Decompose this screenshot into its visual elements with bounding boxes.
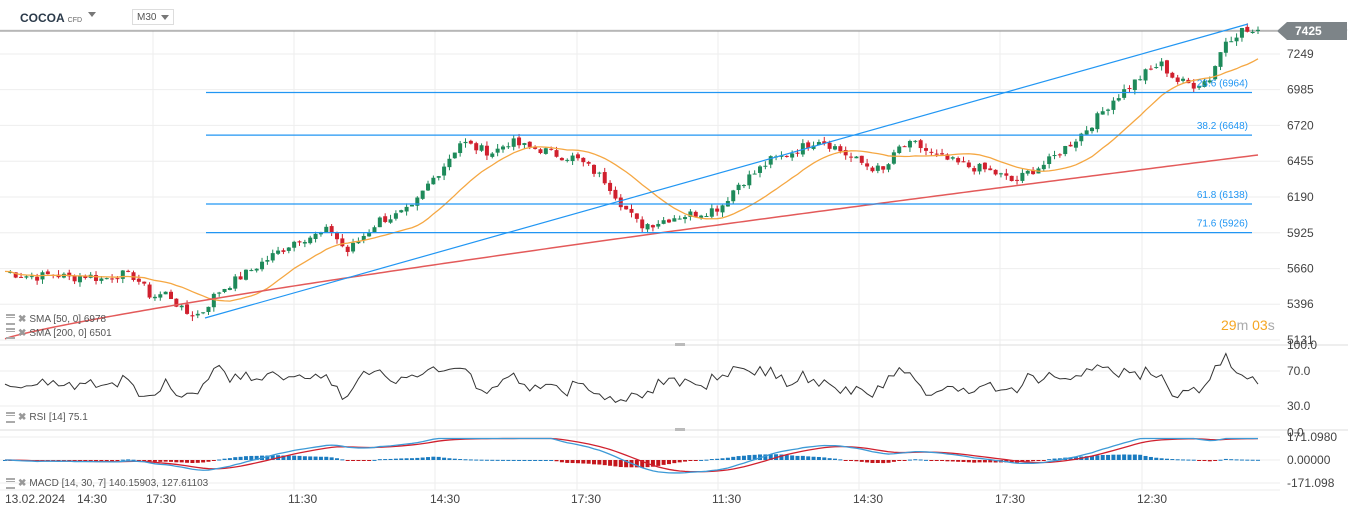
macd-axis-tick: 171.0980: [1287, 430, 1337, 444]
rsi-axis-tick: 0.0: [1287, 425, 1304, 439]
legend-rsi: ✖ RSI [14] 75.1: [6, 412, 88, 423]
legend-sma200: ✖ SMA [200, 0] 6501: [6, 328, 112, 339]
x-tick: 17:30: [571, 492, 602, 506]
symbol-dropdown-chevron-icon[interactable]: [88, 12, 96, 17]
x-tick: 17:30: [146, 492, 177, 506]
sma50-line: [4, 58, 1259, 302]
x-tick: 14:30: [853, 492, 884, 506]
fib-level-label: 61.8 (6138): [1197, 190, 1248, 201]
price-axis-tick: 6190: [1287, 190, 1314, 204]
symbol-type: CFD: [67, 17, 83, 24]
macd-histogram: [3, 454, 1260, 468]
pane-resize-handle[interactable]: [675, 343, 685, 346]
x-tick: 14:30: [77, 492, 108, 506]
timeframe-value: M30: [137, 12, 157, 23]
last-price: 7425: [1287, 22, 1347, 40]
x-tick: 12:30: [1137, 492, 1168, 506]
price-axis-tick: 6985: [1287, 83, 1314, 97]
x-tick: 13.02.2024: [5, 492, 66, 506]
settings-lines-icon[interactable]: [6, 412, 15, 423]
close-icon[interactable]: ✖: [18, 328, 27, 339]
fib-level-label: 23.6 (6964): [1197, 78, 1248, 89]
x-tick: 11:30: [712, 492, 742, 506]
timeframe-select[interactable]: M30: [132, 9, 174, 25]
rsi-line: [4, 352, 1259, 403]
price-axis-tick: 6455: [1287, 154, 1314, 168]
macd-axis-tick: 0.00000: [1287, 453, 1331, 467]
x-tick: 17:30: [995, 492, 1026, 506]
symbol-name: COCOA: [20, 11, 65, 25]
rsi-axis-tick: 30.0: [1287, 399, 1311, 413]
price-axis-tick: 5660: [1287, 262, 1314, 276]
legend-sma50: ✖ SMA [50, 0] 6978: [6, 314, 106, 325]
price-axis-tick: 5396: [1287, 297, 1314, 311]
fib-level-label: 71.6 (5926): [1197, 219, 1248, 230]
x-tick: 11:30: [288, 492, 318, 506]
sma200-line: [4, 154, 1259, 340]
price-axis-tick: 6720: [1287, 118, 1314, 132]
settings-lines-icon[interactable]: [6, 314, 15, 325]
price-axis-tick: 5925: [1287, 226, 1314, 240]
close-icon[interactable]: ✖: [18, 478, 27, 489]
price-axis-tick: 5131: [1287, 333, 1314, 347]
last-price-tag: 7425: [1277, 22, 1347, 40]
settings-lines-icon[interactable]: [6, 478, 15, 489]
candle-countdown: 29m 03s: [1221, 317, 1275, 333]
candles: [8, 23, 1260, 322]
chart-header: COCOA CFD M30: [0, 0, 1348, 30]
legend-macd: ✖ MACD [14, 30, 7] 140.15903, 127.61103: [6, 478, 208, 489]
x-tick: 14:30: [430, 492, 461, 506]
macd-axis-tick: -171.098: [1287, 476, 1335, 490]
rsi-axis-tick: 70.0: [1287, 364, 1311, 378]
rsi-axis-tick: 100.0: [1287, 338, 1317, 352]
symbol-selector[interactable]: COCOA CFD: [20, 11, 82, 25]
fib-level-label: 38.2 (6648): [1197, 121, 1248, 132]
close-icon[interactable]: ✖: [18, 314, 27, 325]
chevron-down-icon: [161, 15, 169, 20]
trend-line[interactable]: [204, 23, 1249, 319]
pane-resize-handle[interactable]: [675, 428, 685, 431]
macd-line: [4, 437, 1258, 474]
close-icon[interactable]: ✖: [18, 412, 27, 423]
settings-lines-icon[interactable]: [6, 328, 15, 339]
price-axis-tick: 7249: [1287, 47, 1314, 61]
